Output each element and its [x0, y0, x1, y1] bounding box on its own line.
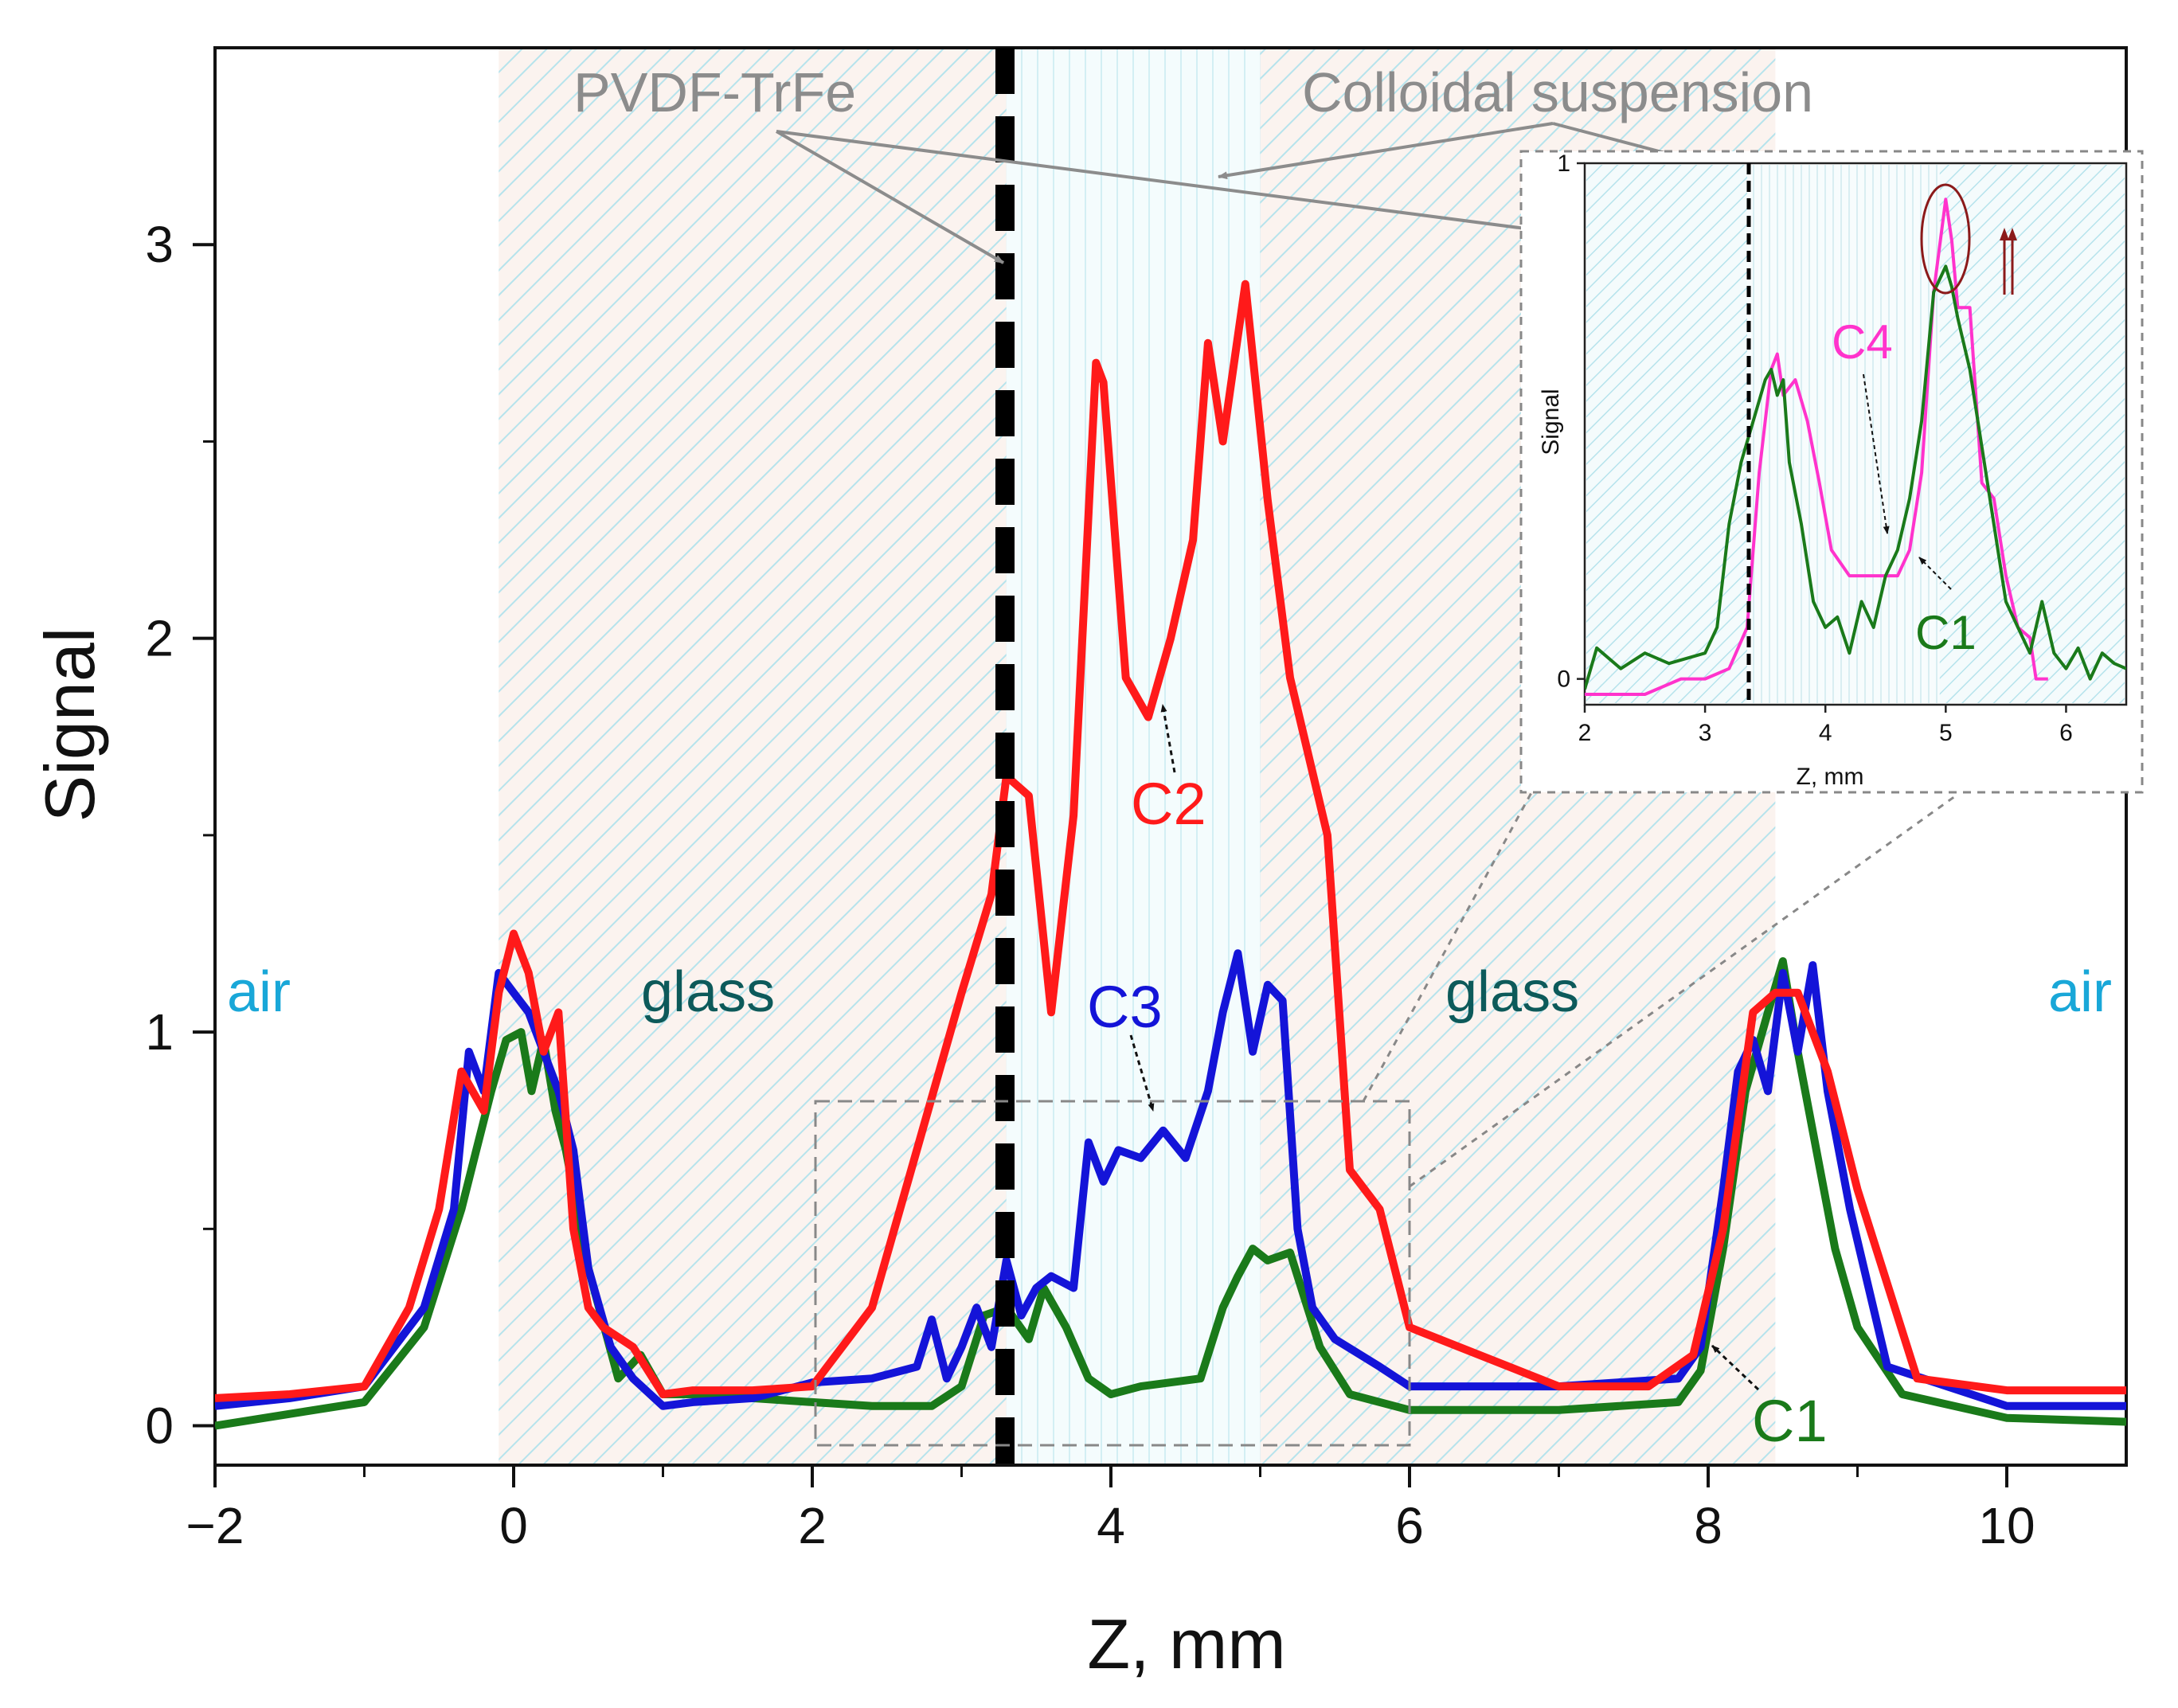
series-c3-line: [215, 949, 2126, 1410]
label-air-right: air: [2048, 960, 2112, 1024]
x-tick-label: −2: [186, 1497, 244, 1554]
x-tick-label: 2: [798, 1497, 827, 1554]
inset-series-c1-line: [1585, 264, 2126, 690]
inset-x-axis-title: Z, mm: [1797, 764, 1864, 790]
inset-glass-right: [1939, 165, 2125, 703]
label-colloidal: Colloidal suspension: [1302, 61, 1813, 123]
label-c3: C3: [1087, 974, 1163, 1040]
label-c1: C1: [1752, 1388, 1828, 1454]
inset-y-axis-title: Signal: [1538, 389, 1564, 455]
x-tick-label: 10: [1978, 1497, 2035, 1554]
y-tick-label: 2: [145, 610, 174, 667]
pvdf-region: [1006, 49, 1261, 1464]
label-glass-left: glass: [641, 960, 775, 1024]
inset-x-tick-label: 2: [1578, 720, 1592, 746]
inset-frame: [1583, 162, 2128, 706]
inset-peak-circle: [1920, 183, 1971, 295]
x-tick-label: 6: [1395, 1497, 1424, 1554]
y-tick-label: 3: [145, 216, 174, 273]
label-c2: C2: [1131, 771, 1206, 837]
inset-double-arrow-icon: [2000, 228, 2017, 295]
zoom-connector-top: [1362, 672, 1598, 1102]
inset-x-tick-label: 6: [2059, 720, 2073, 746]
x-tick-label: 0: [499, 1497, 528, 1554]
y-tick-label: 0: [145, 1397, 174, 1455]
x-axis-title: Z, mm: [1087, 1604, 1285, 1683]
label-glass-right: glass: [1445, 960, 1579, 1024]
inset-label-c1: C1: [1915, 606, 1977, 659]
inset-label-c4: C4: [1832, 315, 1893, 369]
label-pointers: [1129, 704, 1760, 1391]
inset-glass-left: [1586, 165, 1747, 703]
x-tick-label: 4: [1097, 1497, 1125, 1554]
inset-series-c4-line: [1585, 197, 2048, 696]
series-c1-line: [215, 957, 2126, 1430]
inset-x-tick-label: 4: [1819, 720, 1832, 746]
zoom-connector-bottom: [1409, 795, 1956, 1188]
inset-x-tick-label: 5: [1939, 720, 1953, 746]
inset-axis-ticks: 2 3 4 5 6 0 1: [1557, 150, 2072, 746]
label-air-left: air: [227, 960, 291, 1024]
series-c2-line: [215, 279, 2126, 1402]
inset-pvdf-region: [1747, 165, 1940, 703]
y-axis-title: Signal: [30, 627, 109, 823]
inset-y-tick-label: 1: [1557, 150, 1570, 177]
zoom-region-box: [814, 1100, 1411, 1447]
label-pvdf: PVDF-TrFe: [573, 61, 856, 123]
y-tick-label: 1: [145, 1003, 174, 1061]
inset-x-tick-label: 3: [1699, 720, 1712, 746]
inset-plot: 2 3 4 5 6 0 1 C4 C1 Z, mm Signal: [1519, 150, 2144, 794]
inset-label-pointers: [1863, 373, 1952, 590]
inset-y-tick-label: 0: [1557, 666, 1570, 693]
x-tick-label: 8: [1694, 1497, 1722, 1554]
